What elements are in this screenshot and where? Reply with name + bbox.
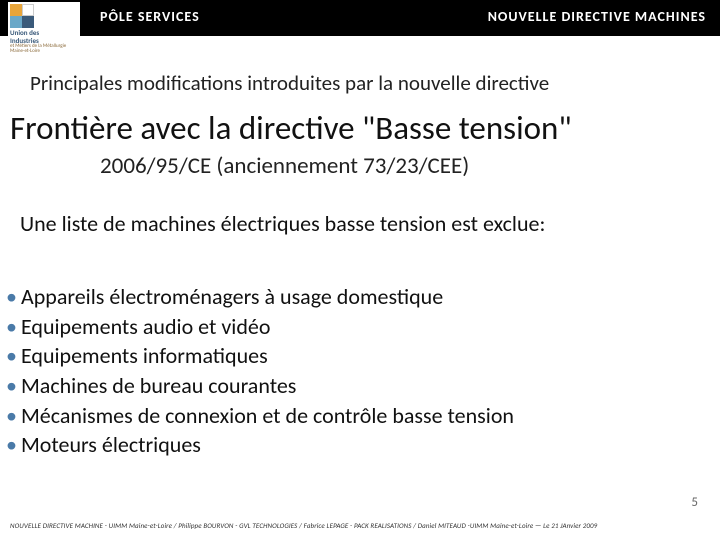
logo-line4: Maine-et-Loire [10, 49, 40, 54]
logo-line1: Union des [10, 29, 39, 36]
bullet-icon: • [6, 342, 17, 369]
intro-text: Une liste de machines électriques basse … [20, 210, 700, 237]
logo: Union des Industries et Métiers de la Mé… [8, 2, 80, 54]
bullet-list: •Appareils électroménagers à usage domes… [6, 282, 706, 460]
logo-icon [10, 4, 34, 28]
list-item: •Machines de bureau courantes [6, 371, 706, 401]
title-sub: 2006/95/CE (anciennement 73/23/CEE) [100, 152, 469, 180]
logo-quadrant-br [22, 16, 34, 28]
header-left-label: PÔLE SERVICES [100, 8, 200, 25]
subtitle: Principales modifications introduites pa… [30, 70, 690, 96]
list-item: •Appareils électroménagers à usage domes… [6, 282, 706, 312]
list-item: •Mécanismes de connexion et de contrôle … [6, 401, 706, 431]
bullet-text: Mécanismes de connexion et de contrôle b… [21, 402, 514, 429]
bullet-icon: • [6, 431, 17, 458]
list-item: •Moteurs électriques [6, 430, 706, 460]
logo-quadrant-tr [22, 4, 34, 16]
logo-quadrant-bl [10, 16, 22, 28]
list-item: •Equipements audio et vidéo [6, 312, 706, 342]
logo-quadrant-tl [10, 4, 22, 16]
bullet-text: Equipements informatiques [21, 342, 268, 369]
footer-text: NOUVELLE DIRECTIVE MACHINE - UIMM Maine-… [10, 521, 710, 530]
header-right-label: NOUVELLE DIRECTIVE MACHINES [488, 8, 706, 25]
bullet-text: Moteurs électriques [21, 431, 201, 458]
slide: Union des Industries et Métiers de la Mé… [0, 0, 720, 540]
bullet-icon: • [6, 372, 17, 399]
bullet-text: Machines de bureau courantes [21, 372, 296, 399]
bullet-text: Appareils électroménagers à usage domest… [21, 283, 443, 310]
bullet-icon: • [6, 313, 17, 340]
bullet-text: Equipements audio et vidéo [21, 313, 270, 340]
page-number: 5 [691, 495, 698, 510]
list-item: •Equipements informatiques [6, 341, 706, 371]
bullet-icon: • [6, 283, 17, 310]
header-bar: Union des Industries et Métiers de la Mé… [0, 0, 720, 36]
title: Frontière avec la directive "Basse tensi… [10, 108, 710, 148]
bullet-icon: • [6, 402, 17, 429]
